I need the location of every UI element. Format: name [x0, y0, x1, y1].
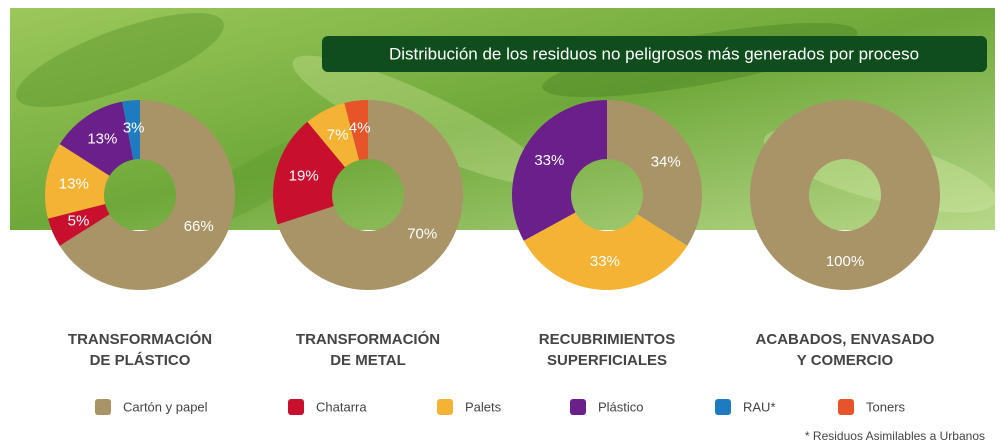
data-label: 34%	[651, 154, 681, 171]
data-label: 13%	[59, 175, 89, 192]
legend-label: Chatarra	[316, 399, 367, 414]
donut-segment	[122, 100, 140, 160]
donut-segment	[512, 100, 607, 241]
data-label: 100%	[826, 253, 864, 270]
chart-subtitle: TRANSFORMACIÓN	[68, 330, 212, 348]
data-label: 33%	[590, 253, 620, 270]
footnote: * Residuos Asimilables a Urbanos	[805, 429, 985, 443]
data-label: 66%	[184, 218, 214, 235]
donut-segment	[45, 144, 110, 219]
donut-segment	[59, 100, 236, 290]
donut-segment	[307, 102, 360, 168]
chart-title: Distribución de los residuos no peligros…	[389, 44, 919, 63]
chart-subtitle: DE PLÁSTICO	[90, 352, 191, 369]
chart-subtitle: SUPERFICIALES	[547, 352, 667, 369]
legend-label: Plástico	[598, 399, 644, 414]
data-label: 19%	[289, 167, 319, 184]
donut-segment	[607, 100, 703, 246]
donut-segment	[523, 212, 688, 291]
chart-subtitle: ACABADOS, ENVASADO	[756, 331, 935, 348]
data-label: 70%	[407, 225, 437, 242]
donut-segment	[277, 100, 464, 291]
data-label: 33%	[534, 152, 564, 169]
legend-label: Cartón y papel	[123, 399, 208, 414]
title-banner	[322, 36, 987, 72]
chart-subtitle: Y COMERCIO	[797, 352, 894, 369]
donut-segment	[47, 203, 110, 246]
data-label: 7%	[327, 126, 349, 143]
data-label: 3%	[123, 119, 145, 136]
data-label: 4%	[349, 119, 371, 136]
donut-segment	[273, 121, 346, 225]
donut-segment	[344, 100, 368, 161]
legend-swatch	[95, 399, 111, 415]
legend-swatch	[570, 399, 586, 415]
chart-subtitle: DE METAL	[330, 352, 406, 369]
legend-label: RAU*	[743, 399, 776, 414]
legend-label: Toners	[866, 399, 906, 414]
legend-swatch	[715, 399, 731, 415]
donut-segment	[59, 101, 134, 176]
legend-swatch	[437, 399, 453, 415]
data-label: 5%	[68, 213, 90, 230]
chart-subtitle: TRANSFORMACIÓN	[296, 330, 440, 348]
legend-swatch	[288, 399, 304, 415]
legend-swatch	[838, 399, 854, 415]
data-label: 13%	[87, 131, 117, 148]
legend-label: Palets	[465, 399, 502, 414]
donut-segment	[750, 100, 940, 290]
chart-subtitle: RECUBRIMIENTOS	[539, 331, 675, 348]
